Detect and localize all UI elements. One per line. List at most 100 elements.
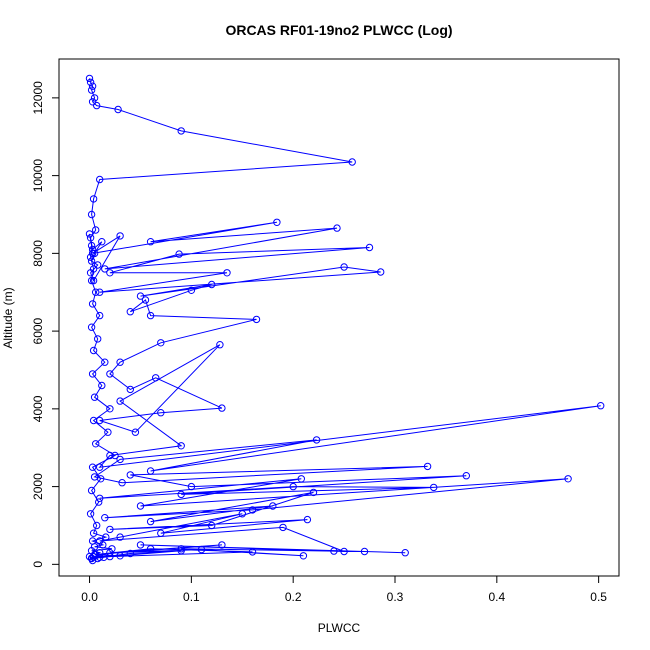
data-point <box>177 442 185 450</box>
data-point <box>94 335 102 343</box>
data-point <box>126 471 135 479</box>
data-point <box>401 549 409 557</box>
data-point <box>430 483 438 492</box>
data-point <box>146 311 155 320</box>
data-point <box>309 488 318 497</box>
data-point <box>197 545 206 554</box>
data-point <box>177 127 185 135</box>
data-point <box>87 241 96 250</box>
y-tick-label: 4000 <box>31 395 45 422</box>
data-point <box>252 315 261 324</box>
data-point <box>106 405 114 413</box>
data-point <box>116 397 124 405</box>
data-point <box>146 517 155 526</box>
data-point <box>564 475 572 483</box>
data-point <box>248 506 257 514</box>
data-point <box>87 276 96 285</box>
data-point <box>96 288 104 296</box>
data-point <box>187 482 196 491</box>
data-point <box>218 404 226 412</box>
data-point <box>102 533 110 541</box>
data-point <box>88 82 97 90</box>
data-point <box>87 486 96 495</box>
data-point <box>157 409 165 417</box>
data-point <box>101 265 109 273</box>
data-point <box>88 249 97 258</box>
data-point <box>87 323 96 331</box>
data-point <box>116 455 124 464</box>
data-point <box>208 521 216 530</box>
data-point <box>146 467 155 475</box>
data-point <box>92 288 100 296</box>
y-axis-label: Altitude (m) <box>1 287 15 348</box>
data-point <box>223 269 231 277</box>
data-point <box>106 525 114 534</box>
data-point <box>111 451 119 460</box>
data-point <box>85 74 94 83</box>
data-point <box>89 416 98 425</box>
data-point <box>92 226 100 234</box>
data-point <box>177 547 185 555</box>
data-point <box>340 263 348 271</box>
data-point <box>89 195 98 203</box>
y-tick-label: 10000 <box>31 159 45 193</box>
data-point <box>289 482 297 491</box>
data-point <box>340 547 348 556</box>
y-tick-label: 6000 <box>31 317 45 344</box>
data-point <box>87 257 96 265</box>
data-point <box>365 243 374 252</box>
data-point <box>118 479 126 487</box>
data-point <box>116 358 124 366</box>
data-point <box>136 541 145 549</box>
data-point <box>104 428 112 436</box>
x-tick-label: 0.5 <box>590 590 607 604</box>
data-point <box>92 440 100 448</box>
data-point <box>98 381 106 390</box>
x-tick-label: 0.0 <box>81 590 98 604</box>
data-point <box>106 269 114 277</box>
data-point <box>93 101 101 110</box>
data-point <box>136 292 145 300</box>
data-point <box>377 268 385 276</box>
data-point <box>177 545 185 553</box>
data-point <box>175 250 183 258</box>
data-point <box>462 472 470 480</box>
x-tick-label: 0.3 <box>387 590 404 604</box>
data-point <box>157 529 165 537</box>
data-point <box>131 428 140 436</box>
data-point <box>597 402 605 410</box>
data-point <box>269 502 277 510</box>
x-tick-label: 0.4 <box>488 590 505 604</box>
data-point <box>89 529 98 537</box>
data-point <box>93 521 101 530</box>
chart-title: ORCAS RF01-19no2 PLWCC (Log) <box>225 22 452 38</box>
data-point <box>94 261 102 269</box>
data-point <box>208 280 216 289</box>
data-point <box>114 105 122 114</box>
data-point <box>90 393 99 401</box>
data-point <box>101 514 109 522</box>
data-point <box>108 545 116 553</box>
data-point <box>126 385 135 394</box>
data-point <box>89 276 98 285</box>
data-point <box>248 548 257 556</box>
data-point <box>116 552 124 560</box>
data-point <box>116 232 124 240</box>
data-point <box>146 545 155 553</box>
data-point <box>106 370 114 378</box>
data-point <box>89 265 98 273</box>
data-point <box>96 175 104 184</box>
data-point <box>146 238 155 246</box>
data-point <box>88 98 97 106</box>
x-tick-label: 0.1 <box>183 590 200 604</box>
data-point <box>88 370 97 378</box>
data-point <box>85 230 94 238</box>
data-point <box>348 158 356 166</box>
data-point <box>279 523 287 532</box>
data-point <box>88 463 97 471</box>
data-point <box>94 554 102 563</box>
data-point <box>87 210 96 219</box>
data-point <box>86 510 95 518</box>
